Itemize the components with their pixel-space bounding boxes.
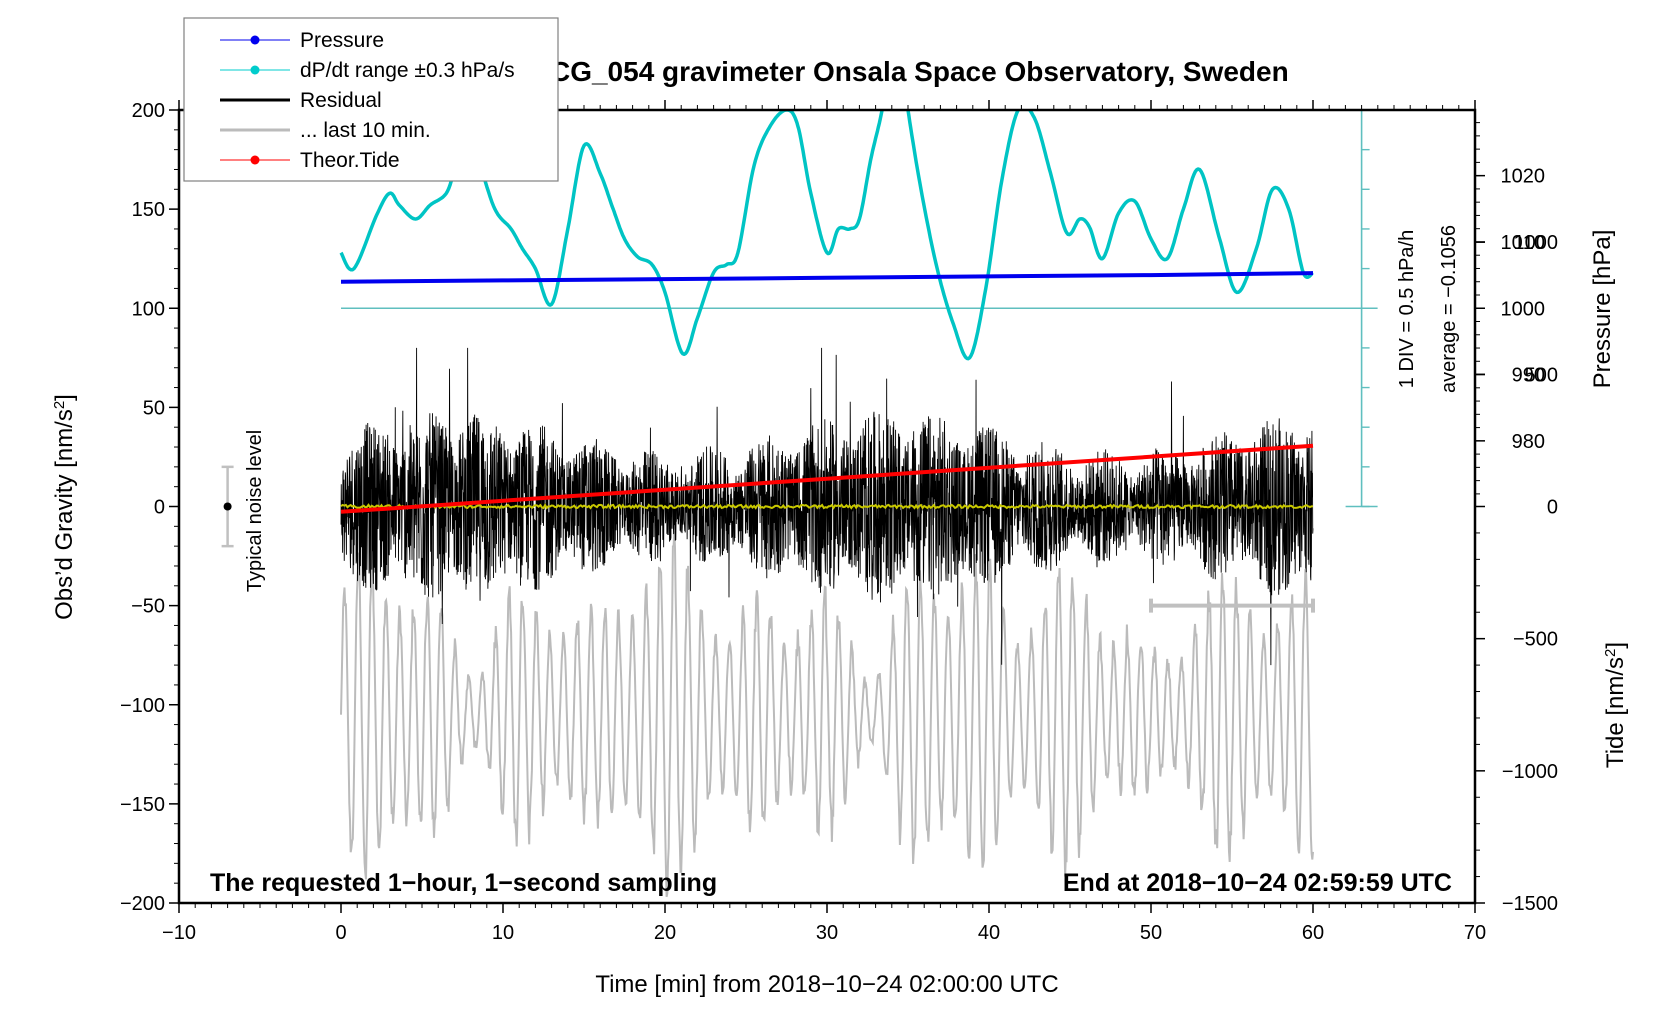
y-tick-label: 0 [154, 497, 165, 519]
theoretical-tide-line [340, 443, 1314, 514]
residual-smoothed-line [340, 503, 1314, 510]
y-tick-label: 50 [143, 397, 165, 419]
last-10-min-bracket [1149, 598, 1315, 613]
dpdt-series [339, 110, 1315, 361]
x-tick-label: 30 [816, 922, 838, 944]
tide-tick-label: −500 [1513, 629, 1558, 651]
legend-swatch-dot [250, 35, 260, 45]
legend-entry: dP/dt range ±0.3 hPa/s [220, 59, 515, 82]
last-10-min-line [340, 531, 1314, 898]
legend-entry: Theor.Tide [220, 149, 400, 172]
y-axis-title-tide: Tide [nm/s2] [1602, 642, 1630, 768]
x-tick-label: 20 [654, 922, 676, 944]
x-tick-label: 10 [492, 922, 514, 944]
residual-series [340, 347, 1314, 666]
y-tick-label: −150 [120, 794, 165, 816]
noise-level-indicator [221, 465, 234, 548]
pressure-tick-label: 980 [1512, 431, 1545, 453]
legend-swatch-dot [250, 65, 260, 75]
legend-entry: Residual [220, 89, 382, 112]
pressure-series [340, 271, 1314, 284]
y-axis-title-left-sup: 2 [51, 401, 68, 409]
y-tick-label: −50 [131, 596, 165, 618]
theoretical-tide-series [340, 443, 1314, 514]
pressure-line [340, 271, 1314, 284]
dpdt-line [339, 110, 1315, 361]
y-axis-title-pressure: Pressure [hPa] [1589, 230, 1616, 389]
pressure-tick-label: 1010 [1501, 232, 1546, 254]
pressure-tick-label: 1000 [1501, 298, 1546, 320]
residual-line [340, 347, 1314, 666]
legend-swatch-dot [250, 155, 260, 165]
legend-label: ... last 10 min. [300, 119, 431, 142]
y-axis-title-tide-end: ] [1602, 642, 1629, 649]
y-tick-label: −100 [120, 695, 165, 717]
pressure-tick-label: 990 [1512, 365, 1545, 387]
x-tick-label: 0 [335, 922, 346, 944]
residual-smoothed-series [340, 503, 1314, 510]
x-tick-label: 70 [1464, 922, 1486, 944]
noise-center-dot [223, 502, 232, 511]
legend-label: Pressure [300, 29, 384, 52]
x-tick-label: 60 [1302, 922, 1324, 944]
pressure-tick-label: 1020 [1501, 166, 1546, 188]
tide-tick-label: 1000 [1514, 232, 1559, 254]
y-tick-label: −200 [120, 893, 165, 915]
legend-label: Residual [300, 89, 382, 112]
y-tick-label: 200 [132, 100, 165, 122]
y-axis-title-left-main: Obs’d Gravity [nm/s [51, 409, 78, 620]
legend-entry: Pressure [220, 29, 384, 52]
x-tick-label: 40 [978, 922, 1000, 944]
dpdt-average-label: average = −0.1056 [1438, 225, 1460, 393]
y-axis-title-left: Obs’d Gravity [nm/s2] [51, 394, 79, 620]
x-axis-title: Time [min] from 2018−10−24 02:00:00 UTC [595, 971, 1058, 998]
x-tick-label: 50 [1140, 922, 1162, 944]
dpdt-scale-label: 1 DIV = 0.5 hPa/h [1396, 230, 1418, 388]
y-axis-title-left-end: ] [51, 394, 78, 401]
y-axis-title-tide-main: Tide [nm/s [1602, 657, 1629, 768]
annotation-end-time: End at 2018−10−24 02:59:59 UTC [1063, 869, 1452, 897]
legend-label: Theor.Tide [300, 149, 400, 172]
y-axis-title-tide-sup: 2 [1602, 649, 1619, 657]
y-tick-label: 150 [132, 199, 165, 221]
last-10-min-series [340, 531, 1314, 898]
y-tick-label: 100 [132, 298, 165, 320]
chart-title: SCG_054 gravimeter Onsala Space Observat… [531, 56, 1288, 87]
legend: Pressure dP/dt range ±0.3 hPa/s Residual..… [183, 17, 559, 182]
tide-tick-label: −1000 [1502, 761, 1558, 783]
annotation-sampling: The requested 1−hour, 1−second sampling [210, 869, 717, 897]
axes: −10 0 10 20 30 40 50 60 70200150100500−50−100−15… [120, 100, 1558, 944]
legend-entry: ... last 10 min. [220, 119, 431, 142]
x-tick-label: −10 [162, 922, 196, 944]
noise-level-label: Typical noise level [244, 430, 266, 592]
tide-tick-label: 500 [1525, 364, 1558, 386]
legend-label: dP/dt range ±0.3 hPa/s [300, 59, 515, 82]
tide-tick-label: −1500 [1502, 893, 1558, 915]
tide-tick-label: 0 [1547, 497, 1558, 519]
